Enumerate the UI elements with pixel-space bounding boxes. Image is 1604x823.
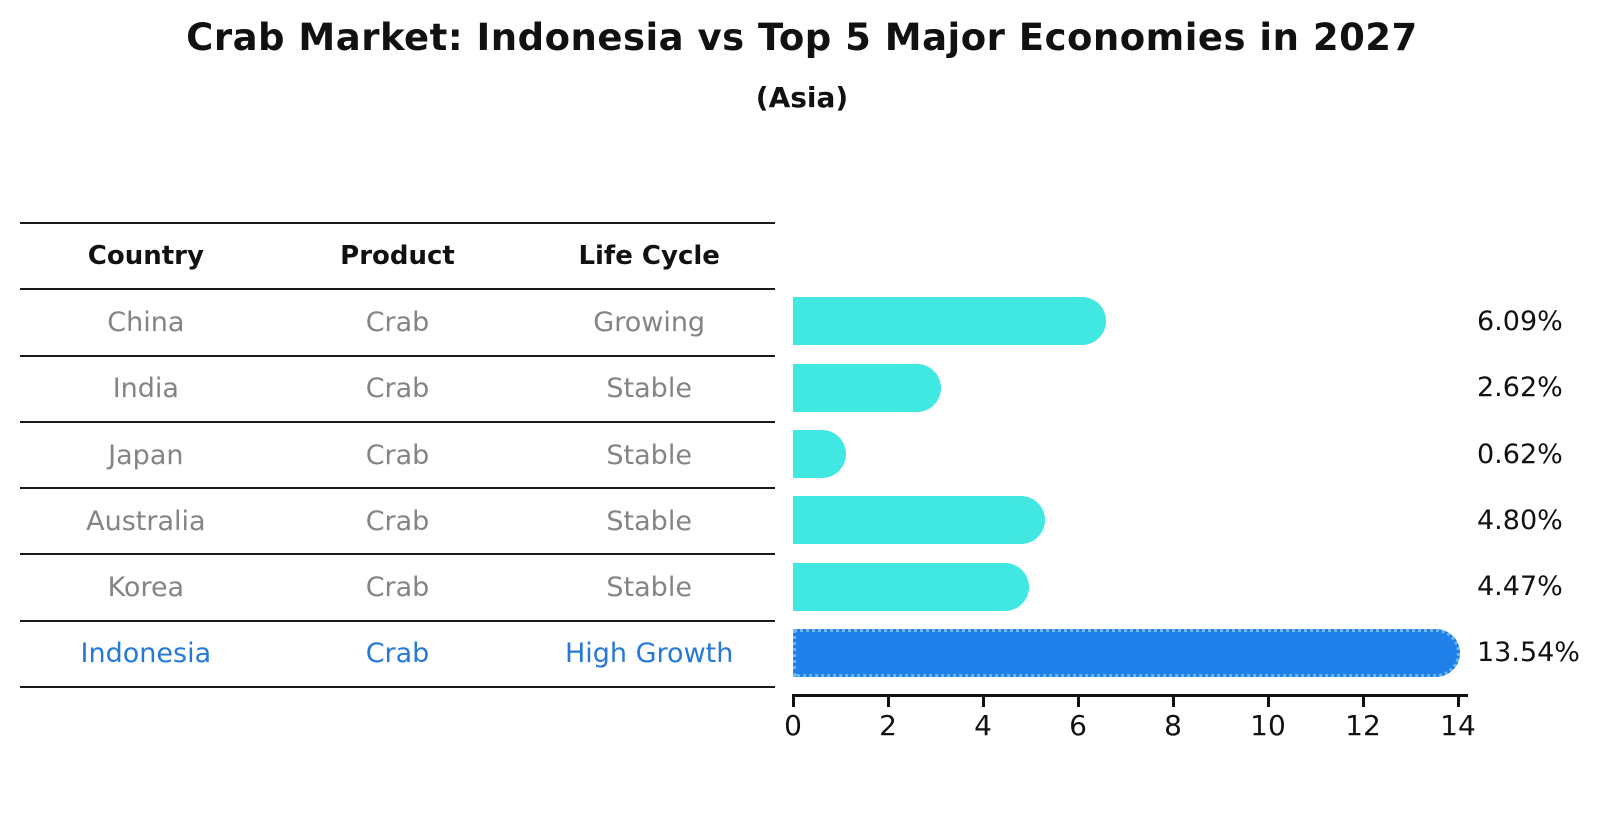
value-label: 0.62%: [1477, 438, 1563, 470]
x-axis-tick: [791, 697, 795, 707]
x-axis-tick-label: 0: [784, 709, 802, 742]
bar-china: [793, 297, 1107, 346]
table-row: Korea Crab Stable: [20, 553, 775, 619]
product-cell: Crab: [365, 572, 430, 604]
bar-row: [793, 620, 1493, 686]
x-axis-tick: [1456, 697, 1460, 707]
x-axis-tick-label: 2: [879, 709, 897, 742]
lifecycle-cell: Stable: [606, 373, 692, 405]
bar-indonesia: [793, 628, 1461, 677]
bar-row: [793, 553, 1493, 619]
bar-korea: [793, 562, 1030, 611]
lifecycle-cell: Stable: [606, 439, 692, 471]
page-title: Crab Market: Indonesia vs Top 5 Major Ec…: [186, 16, 1418, 59]
x-axis-tick: [886, 697, 890, 707]
bar-australia: [793, 496, 1045, 545]
value-label: 4.80%: [1477, 504, 1563, 536]
bar-row: [793, 288, 1493, 354]
x-axis-tick: [1171, 697, 1175, 707]
value-label-column: 6.09% 2.62% 0.62% 4.80% 4.47% 13.54%: [1477, 288, 1604, 686]
table-row: China Crab Growing: [20, 288, 775, 354]
bar-row: [793, 355, 1493, 421]
bar-row: [793, 421, 1493, 487]
x-axis: [792, 694, 1468, 697]
x-axis-tick-label: 12: [1345, 709, 1381, 742]
value-label: 4.47%: [1477, 571, 1563, 603]
x-axis-tick: [981, 697, 985, 707]
column-header-country: Country: [87, 241, 204, 272]
country-cell: Korea: [107, 572, 185, 604]
x-axis-tick: [1076, 697, 1080, 707]
bar-chart: [793, 288, 1493, 686]
x-axis-tick-label: 8: [1164, 709, 1182, 742]
lifecycle-cell: Growing: [593, 306, 706, 338]
country-cell: India: [112, 373, 179, 405]
x-axis-tick-label: 4: [974, 709, 992, 742]
x-axis-tick-label: 10: [1250, 709, 1286, 742]
table-row: Japan Crab Stable: [20, 420, 775, 487]
bar-india: [793, 363, 942, 412]
page-subtitle: (Asia): [755, 81, 849, 114]
column-header-product: Product: [340, 241, 455, 272]
column-header-lifecycle: Life Cycle: [578, 241, 720, 272]
value-label: 2.62%: [1477, 372, 1563, 404]
lifecycle-cell: Stable: [606, 505, 692, 537]
product-cell: Crab: [365, 306, 430, 338]
comparison-table: Country Product Life Cycle China Crab Grow…: [20, 222, 775, 689]
table-row: India Crab Stable: [20, 354, 775, 421]
product-cell: Crab: [365, 373, 430, 405]
table-row: Australia Crab Stable: [20, 487, 775, 553]
country-cell: Japan: [108, 439, 184, 471]
bar-row: [793, 487, 1493, 553]
value-label: 13.54%: [1477, 637, 1580, 669]
country-cell: Indonesia: [80, 638, 212, 670]
table-header-row: Country Product Life Cycle: [20, 222, 775, 288]
bar-japan: [793, 430, 847, 479]
country-cell: China: [107, 306, 185, 338]
product-cell: Crab: [365, 439, 430, 471]
lifecycle-cell: Stable: [606, 572, 692, 604]
x-axis-tick: [1266, 697, 1270, 707]
country-cell: Australia: [86, 505, 206, 537]
x-axis-tick: [1361, 697, 1365, 707]
value-label: 6.09%: [1477, 305, 1563, 337]
x-axis-tick-label: 6: [1069, 709, 1087, 742]
table-body: China Crab Growing India Crab Stable Japan Crab…: [20, 288, 775, 686]
product-cell: Crab: [365, 505, 430, 537]
lifecycle-cell: High Growth: [564, 638, 734, 670]
x-axis-tick-label: 14: [1440, 709, 1476, 742]
product-cell: Crab: [365, 638, 430, 670]
table-row: Indonesia Crab High Growth: [20, 619, 775, 686]
